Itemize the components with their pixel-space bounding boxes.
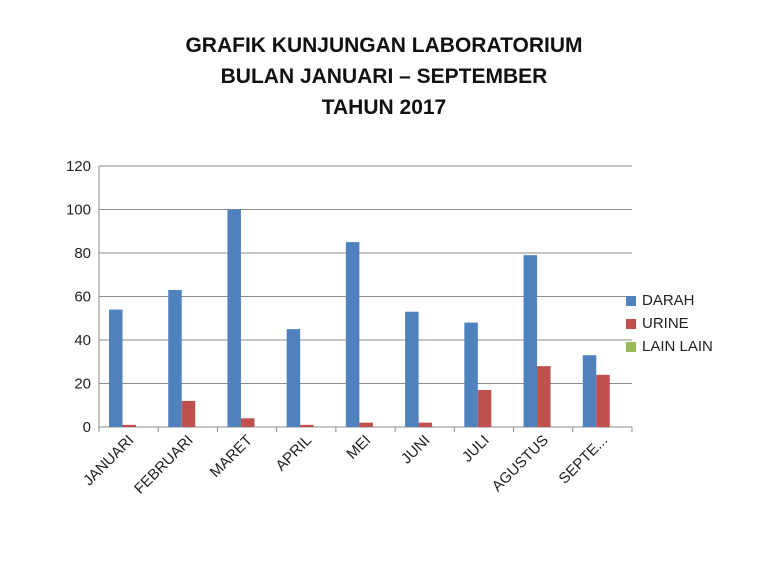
bar-urine-0: [122, 424, 136, 427]
chart-title-line-2: BULAN JANUARI – SEPTEMBER: [220, 65, 548, 88]
legend-swatch-darah: [626, 295, 636, 306]
bar-darah-7: [523, 255, 538, 427]
x-tick-label-1: FEBRUARI: [131, 432, 197, 498]
legend-swatch-lain-lain: [626, 341, 636, 352]
chart-title-line-3: TAHUN 2017: [321, 96, 447, 119]
bar-urine-6: [477, 390, 492, 427]
legend-item-darah: DARAH: [626, 289, 713, 312]
y-tick-label-120: 120: [66, 158, 91, 175]
legend-label-lain-lain: LAIN LAIN: [642, 338, 713, 355]
bar-darah-2: [227, 209, 241, 427]
x-tick-label-6: JULI: [459, 432, 493, 466]
y-tick-label-60: 60: [74, 289, 91, 306]
bar-darah-1: [168, 289, 182, 427]
bar-urine-3: [300, 424, 314, 427]
y-tick-label-0: 0: [83, 419, 91, 436]
bar-darah-3: [286, 329, 301, 427]
bar-darah-5: [405, 311, 419, 427]
y-tick-label-40: 40: [74, 332, 91, 349]
chart-legend: DARAH URINE LAIN LAIN: [626, 289, 713, 358]
legend-swatch-urine: [626, 318, 636, 329]
x-tick-label-4: MEI: [343, 432, 374, 463]
bar-urine-2: [240, 418, 255, 427]
x-tick-label-5: JUNI: [398, 432, 434, 468]
legend-label-darah: DARAH: [642, 292, 695, 309]
bar-darah-8: [582, 355, 597, 427]
x-tick-label-2: MARET: [207, 432, 256, 481]
chart-title: GRAFIK KUNJUNGAN LABORATORIUM BULAN JANU…: [0, 30, 768, 123]
x-tick-label-0: JANUARI: [80, 432, 137, 489]
bar-urine-4: [359, 422, 373, 427]
bar-urine-5: [418, 422, 433, 427]
x-tick-label-7: AGUSTUS: [489, 432, 552, 495]
y-tick-label-80: 80: [74, 245, 91, 262]
bar-urine-1: [181, 400, 196, 427]
x-tick-label-8: SEPTE...: [556, 432, 612, 488]
bar-darah-0: [109, 309, 123, 427]
legend-label-urine: URINE: [642, 315, 689, 332]
chart-title-line-1: GRAFIK KUNJUNGAN LABORATORIUM: [185, 34, 583, 57]
y-tick-label-20: 20: [74, 376, 91, 393]
legend-item-lain-lain: LAIN LAIN: [626, 335, 713, 358]
y-tick-label-100: 100: [66, 202, 91, 219]
bar-darah-6: [464, 322, 478, 427]
x-tick-label-3: APRIL: [272, 432, 315, 475]
bar-urine-8: [596, 374, 610, 427]
bar-urine-7: [537, 366, 551, 427]
legend-item-urine: URINE: [626, 312, 713, 335]
bar-darah-4: [345, 242, 360, 427]
